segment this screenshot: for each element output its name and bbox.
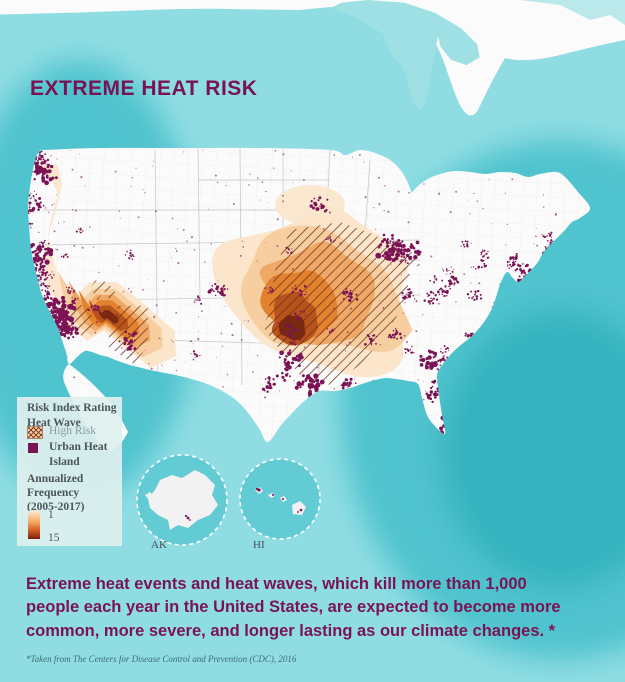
svg-text:AK: AK <box>151 539 167 551</box>
svg-text:HI: HI <box>253 539 265 551</box>
